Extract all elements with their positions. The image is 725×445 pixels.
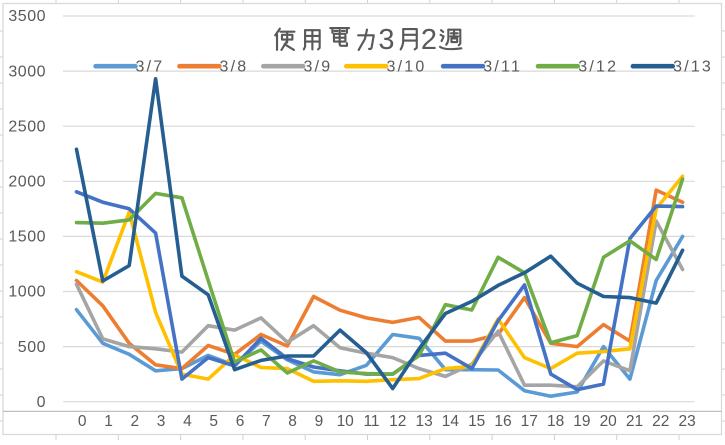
svg-text:16: 16 [494,413,511,430]
svg-text:2500: 2500 [8,118,46,135]
svg-text:9: 9 [315,413,324,430]
svg-text:2000: 2000 [8,174,46,191]
svg-text:18: 18 [547,413,564,430]
svg-text:2: 2 [130,413,139,430]
svg-text:5: 5 [209,413,218,430]
svg-text:3/7: 3/7 [136,59,165,76]
svg-text:21: 21 [626,413,643,430]
svg-text:3/11: 3/11 [483,59,522,76]
svg-text:22: 22 [652,413,669,430]
svg-text:3: 3 [157,413,166,430]
svg-text:3/9: 3/9 [304,59,333,76]
svg-text:3/12: 3/12 [578,59,618,76]
svg-text:0: 0 [37,394,46,411]
svg-text:500: 500 [18,339,46,356]
svg-text:1500: 1500 [8,229,46,246]
svg-text:1000: 1000 [8,284,46,301]
svg-text:13: 13 [415,413,432,430]
svg-text:1: 1 [104,413,113,430]
svg-text:3/10: 3/10 [387,59,427,76]
svg-text:3500: 3500 [8,8,46,25]
svg-text:10: 10 [337,413,355,430]
svg-text:3/8: 3/8 [220,59,249,76]
svg-text:6: 6 [236,413,245,430]
svg-text:3/13: 3/13 [673,59,713,76]
svg-text:7: 7 [262,413,271,430]
svg-text:23: 23 [678,413,695,430]
svg-text:8: 8 [288,413,297,430]
svg-text:15: 15 [468,413,485,430]
svg-text:3000: 3000 [8,63,46,80]
svg-text:14: 14 [442,413,460,430]
svg-text:3: 3 [378,24,394,56]
svg-text:0: 0 [78,413,87,430]
svg-text:11: 11 [363,413,379,430]
svg-text:19: 19 [573,413,590,430]
svg-text:12: 12 [389,413,406,430]
svg-text:4: 4 [183,413,192,430]
svg-text:2: 2 [421,24,437,56]
svg-text:20: 20 [600,413,618,430]
svg-text:17: 17 [521,413,538,430]
